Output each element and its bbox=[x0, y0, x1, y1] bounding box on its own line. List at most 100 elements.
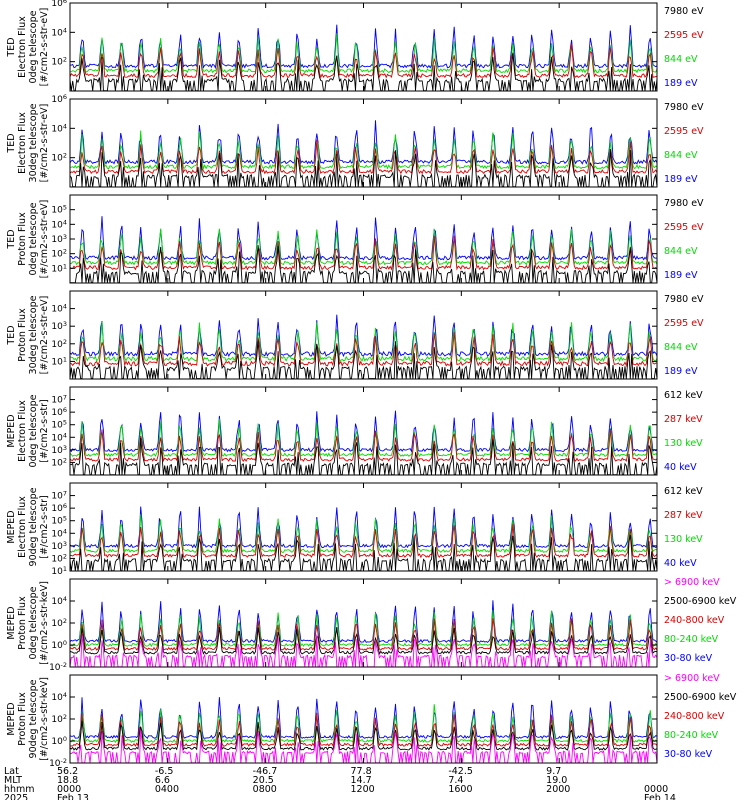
legend-entry: 2595 eV bbox=[664, 318, 704, 329]
y-axis-label-line: [#/cm2-s-str-eV] bbox=[39, 296, 50, 375]
legend-entry: 844 eV bbox=[664, 150, 698, 161]
y-tick-label: 104 bbox=[51, 26, 67, 38]
legend-entry: > 6900 keV bbox=[664, 673, 720, 684]
series-line-3-2 bbox=[69, 235, 658, 271]
series-line-1-2 bbox=[69, 43, 658, 79]
y-tick-label: 106 bbox=[51, 0, 67, 9]
legend-entry: 844 eV bbox=[664, 246, 698, 257]
y-axis-label-line: 30deg telescope bbox=[28, 295, 39, 374]
y-tick-label: 104 bbox=[51, 527, 67, 539]
legend-entry: 40 keV bbox=[664, 462, 697, 473]
x-tick-label-lat: -6.5 bbox=[155, 766, 174, 777]
legend-entry: 80-240 keV bbox=[664, 730, 719, 741]
y-tick-label: 103 bbox=[51, 444, 67, 456]
legend-entry: 240-800 keV bbox=[664, 711, 725, 722]
y-axis-label-line: MEPED bbox=[6, 510, 17, 543]
x-tick-label-hhmm: 0800 bbox=[253, 784, 277, 795]
legend-entry: 7980 eV bbox=[664, 102, 704, 113]
y-axis-label-line: [#/cm2-s-str-eV] bbox=[39, 200, 50, 279]
y-tick-label: 102 bbox=[51, 248, 67, 260]
x-tick-label-lat: -42.5 bbox=[448, 766, 473, 777]
series-line-1-3 bbox=[69, 33, 658, 74]
legend-entry: 844 eV bbox=[664, 342, 698, 353]
series-line-2-2 bbox=[69, 139, 658, 175]
x-tick-label-hhmm: 1600 bbox=[448, 784, 472, 795]
y-tick-label: 106 bbox=[51, 93, 67, 105]
legend-entry: 7980 eV bbox=[664, 6, 704, 17]
series-line-2-4 bbox=[69, 120, 658, 166]
y-axis-label-line: 0deg telescope bbox=[28, 394, 39, 467]
y-axis-label-line: [#/cm2-s-str] bbox=[39, 399, 50, 462]
series-line-5-3 bbox=[69, 418, 658, 458]
y-axis-label-line: Electron Flux bbox=[17, 400, 28, 462]
x-axis-row-label: Lat bbox=[4, 766, 19, 777]
x-tick-label-hhmm: 0000 bbox=[644, 784, 668, 795]
y-tick-label: 107 bbox=[51, 394, 67, 406]
y-tick-label: 104 bbox=[51, 218, 67, 230]
series-line-7-5 bbox=[69, 600, 658, 644]
x-tick-label-mlt: 20.5 bbox=[253, 775, 274, 786]
series-line-6-4 bbox=[69, 506, 658, 550]
y-tick-label: 103 bbox=[51, 320, 67, 332]
series-line-8-5 bbox=[69, 697, 658, 740]
series-line-3-4 bbox=[70, 216, 658, 261]
x-axis-row-label: 2025 bbox=[4, 793, 28, 800]
y-axis-label-line: Proton Flux bbox=[17, 212, 28, 266]
y-tick-label: 102 bbox=[51, 56, 67, 68]
y-axis-label-line: Electron Flux bbox=[17, 16, 28, 78]
y-axis-label-line: 90deg telescope bbox=[28, 487, 39, 566]
y-axis-label-line: MEPED bbox=[6, 414, 17, 447]
series-line-3-1 bbox=[70, 245, 658, 284]
legend-entry: 7980 eV bbox=[664, 198, 704, 209]
y-axis-label-line: [#/cm2-s-str-keV] bbox=[39, 677, 50, 761]
x-tick-label-date: Feb 13 bbox=[57, 793, 89, 800]
y-axis-label-line: Proton Flux bbox=[17, 692, 28, 746]
y-tick-label: 102 bbox=[51, 552, 67, 564]
x-tick-label-lat: 77.8 bbox=[351, 766, 372, 777]
x-tick-label-lat: 9.7 bbox=[546, 766, 561, 777]
legend-entry: 2595 eV bbox=[664, 222, 704, 233]
series-line-3-3 bbox=[69, 228, 658, 267]
legend-entry: 189 eV bbox=[664, 270, 698, 281]
y-tick-label: 105 bbox=[51, 204, 67, 216]
x-tick-label-mlt: 6.6 bbox=[155, 775, 170, 786]
y-tick-label: 104 bbox=[51, 303, 67, 315]
panel-2: 102 104 106 TED Electron Flux 30deg telescope… bbox=[6, 93, 704, 188]
y-axis-label-line: TED bbox=[6, 325, 17, 345]
legend-entry: 130 keV bbox=[664, 534, 703, 545]
legend-entry: 2595 eV bbox=[664, 30, 704, 41]
panel-1: 102 104 106 TED Electron Flux 0deg telescope[… bbox=[6, 0, 704, 92]
y-axis-label-line: 0deg telescope bbox=[28, 10, 39, 83]
y-tick-label: 102 bbox=[51, 617, 67, 629]
legend-entry: 2500-6900 keV bbox=[664, 692, 737, 703]
y-tick-label: 102 bbox=[51, 338, 67, 350]
series-line-8-4 bbox=[69, 704, 658, 744]
y-tick-label: 106 bbox=[51, 406, 67, 418]
panel-8: 10-2 100 102 104 MEPED Proton Flux 90deg teles… bbox=[6, 673, 737, 769]
x-tick-label-date: Feb 14 bbox=[644, 793, 676, 800]
x-tick-label-hhmm: 2000 bbox=[546, 784, 570, 795]
y-tick-label: 104 bbox=[51, 431, 67, 443]
y-axis-label-line: [#/cm2-s-str-eV] bbox=[39, 104, 50, 183]
y-tick-label: 107 bbox=[51, 490, 67, 502]
x-axis-row-label: hhmm bbox=[4, 784, 35, 795]
legend-entry: 30-80 keV bbox=[664, 749, 713, 760]
legend-entry: 130 keV bbox=[664, 438, 703, 449]
y-axis-label-line: 0deg telescope bbox=[28, 586, 39, 659]
y-tick-label: 100 bbox=[51, 735, 67, 747]
y-tick-label: 104 bbox=[51, 595, 67, 607]
x-tick-label-lat: 56.2 bbox=[57, 766, 78, 777]
y-axis-label-line: [#/cm2-s-str-eV] bbox=[39, 8, 50, 87]
legend-entry: 40 keV bbox=[664, 558, 697, 569]
x-tick-label-hhmm: 1200 bbox=[351, 784, 375, 795]
series-line-7-2 bbox=[69, 627, 658, 656]
x-tick-label-lat: -46.7 bbox=[253, 766, 278, 777]
y-axis-label-line: [#/cm2-s-str] bbox=[39, 495, 50, 558]
x-tick-label-hhmm: 0400 bbox=[155, 784, 179, 795]
legend-entry: 287 keV bbox=[664, 510, 703, 521]
y-axis-label-line: TED bbox=[6, 229, 17, 249]
